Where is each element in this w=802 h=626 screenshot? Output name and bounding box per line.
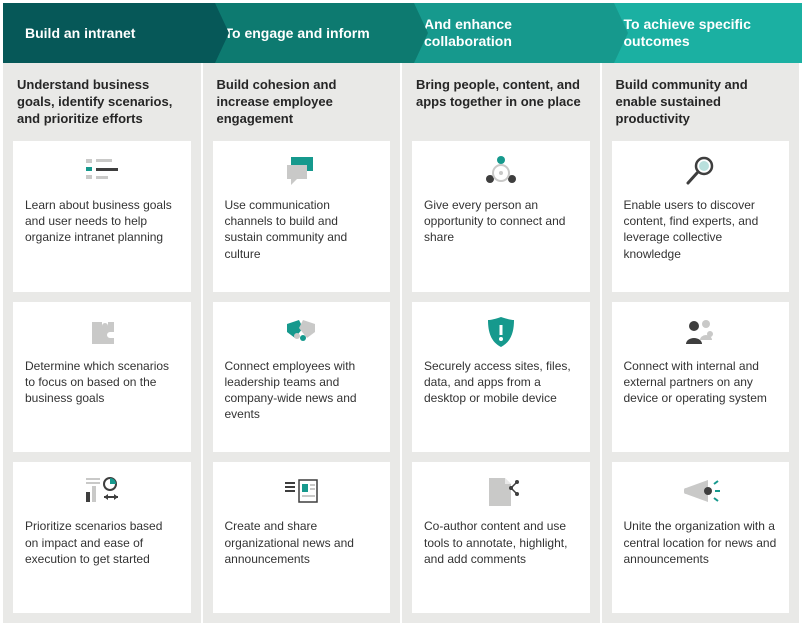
card-0-2: Prioritize scenarios based on impact and… — [13, 462, 191, 613]
subhead-3: Build community and enable sustained pro… — [602, 63, 800, 141]
card-0-1: Determine which scenarios to focus on ba… — [13, 302, 191, 453]
arrow-label: To engage and inform — [225, 25, 370, 42]
connect-people-icon — [479, 151, 523, 191]
cards-1: Use communication channels to build and … — [203, 141, 401, 623]
cards-0: Learn about business goals and user need… — [3, 141, 201, 623]
card-text: Co-author content and use tools to annot… — [424, 518, 578, 567]
card-text: Use communication channels to build and … — [225, 197, 379, 262]
chat-icon — [279, 151, 323, 191]
card-text: Connect with internal and external partn… — [624, 358, 778, 407]
arrow-header-0: Build an intranet — [3, 3, 215, 63]
cards-3: Enable users to discover content, find e… — [602, 141, 800, 623]
arrow-header-1: To engage and inform — [203, 3, 415, 63]
chart-priority-icon — [80, 472, 124, 512]
card-3-1: Connect with internal and external partn… — [612, 302, 790, 453]
megaphone-icon — [678, 472, 722, 512]
cards-2: Give every person an opportunity to conn… — [402, 141, 600, 623]
infographic-grid: Build an intranet Understand business goa… — [3, 3, 799, 623]
card-2-1: Securely access sites, files, data, and … — [412, 302, 590, 453]
card-text: Prioritize scenarios based on impact and… — [25, 518, 179, 567]
arrow-label: And enhance collaboration — [424, 16, 602, 50]
arrow-label: To achieve specific outcomes — [624, 16, 802, 50]
subhead-1: Build cohesion and increase employee eng… — [203, 63, 401, 141]
card-text: Create and share organizational news and… — [225, 518, 379, 567]
card-1-1: Connect employees with leadership teams … — [213, 302, 391, 453]
card-text: Securely access sites, files, data, and … — [424, 358, 578, 407]
people-group-icon — [678, 312, 722, 352]
arrow-header-3: To achieve specific outcomes — [602, 3, 802, 63]
card-text: Unite the organization with a central lo… — [624, 518, 778, 567]
coauthor-icon — [479, 472, 523, 512]
list-icon — [80, 151, 124, 191]
subhead-2: Bring people, content, and apps together… — [402, 63, 600, 141]
card-2-0: Give every person an opportunity to conn… — [412, 141, 590, 292]
news-icon — [279, 472, 323, 512]
card-text: Enable users to discover content, find e… — [624, 197, 778, 262]
shield-icon — [479, 312, 523, 352]
column-1: To engage and inform Build cohesion and i… — [203, 3, 401, 623]
arrow-label: Build an intranet — [25, 25, 135, 42]
card-text: Connect employees with leadership teams … — [225, 358, 379, 423]
search-icon — [678, 151, 722, 191]
card-text: Learn about business goals and user need… — [25, 197, 179, 246]
card-3-0: Enable users to discover content, find e… — [612, 141, 790, 292]
subhead-0: Understand business goals, identify scen… — [3, 63, 201, 141]
card-1-2: Create and share organizational news and… — [213, 462, 391, 613]
card-text: Determine which scenarios to focus on ba… — [25, 358, 179, 407]
column-0: Build an intranet Understand business goa… — [3, 3, 201, 623]
column-2: And enhance collaboration Bring people, c… — [402, 3, 600, 623]
card-0-0: Learn about business goals and user need… — [13, 141, 191, 292]
card-text: Give every person an opportunity to conn… — [424, 197, 578, 246]
card-3-2: Unite the organization with a central lo… — [612, 462, 790, 613]
card-2-2: Co-author content and use tools to annot… — [412, 462, 590, 613]
puzzle-icon — [80, 312, 124, 352]
column-3: To achieve specific outcomes Build commun… — [602, 3, 800, 623]
arrow-header-2: And enhance collaboration — [402, 3, 614, 63]
card-1-0: Use communication channels to build and … — [213, 141, 391, 292]
handshake-icon — [279, 312, 323, 352]
